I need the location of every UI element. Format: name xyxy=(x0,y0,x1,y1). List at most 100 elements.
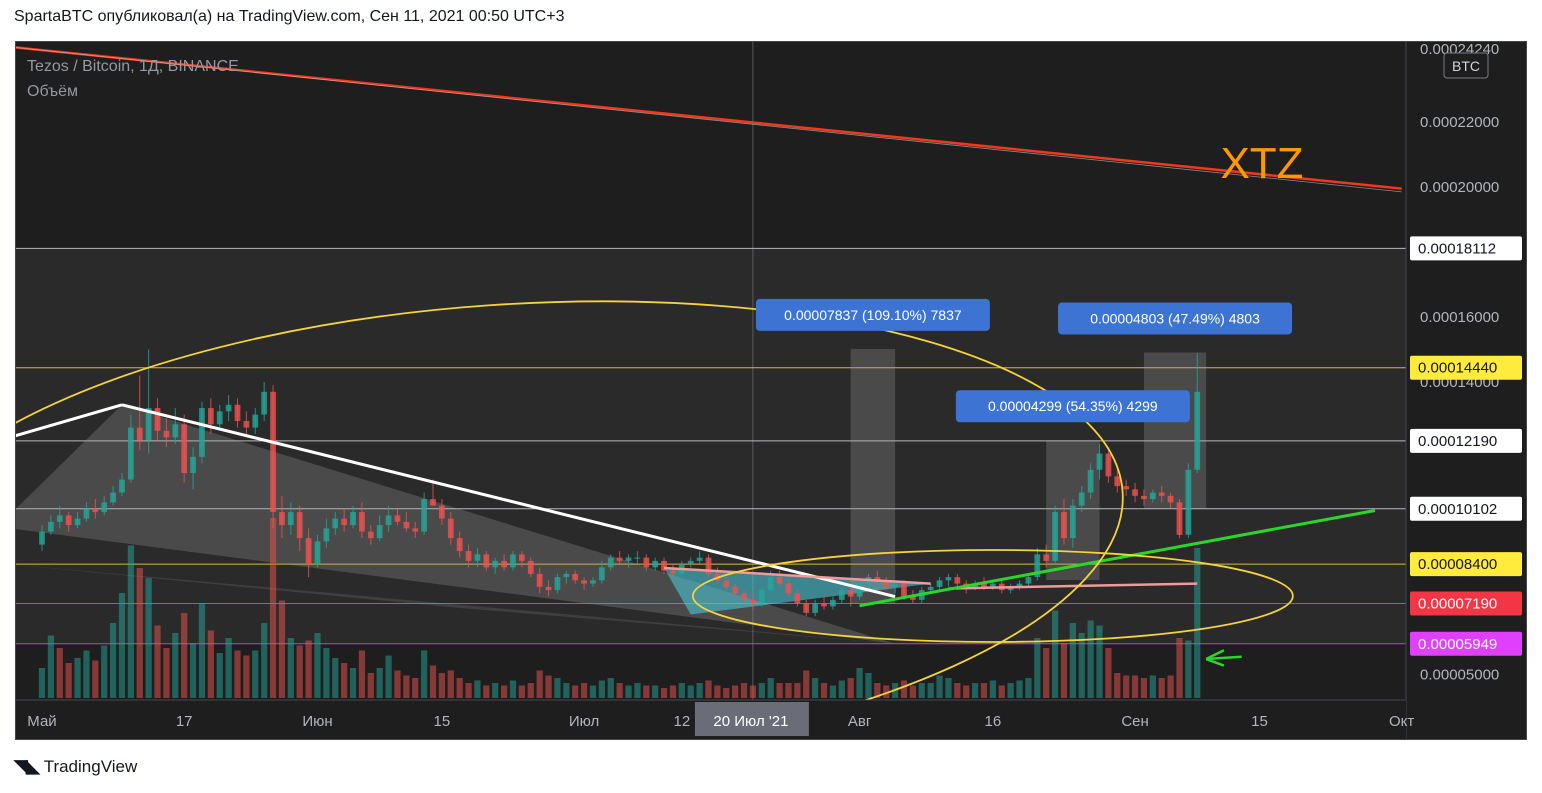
candle-body xyxy=(545,586,552,591)
price-level-badge xyxy=(1410,428,1522,453)
candle-body xyxy=(190,456,196,474)
volume-bar xyxy=(820,683,828,698)
volume-bar xyxy=(56,648,63,698)
volume-bar xyxy=(980,683,988,698)
volume-bar xyxy=(1194,548,1201,698)
candle-body xyxy=(945,577,952,581)
volume-bar xyxy=(732,685,739,698)
candle-body xyxy=(1141,495,1147,500)
crosshair-date-badge xyxy=(694,702,809,736)
candle-body xyxy=(199,408,205,457)
volume-bar xyxy=(243,655,250,698)
candle-body xyxy=(1185,469,1192,535)
candle-body xyxy=(652,560,659,568)
volume-bar xyxy=(198,603,206,698)
volume-bar xyxy=(963,685,970,698)
candle-body xyxy=(56,515,63,522)
candle-body xyxy=(376,525,383,539)
candle-body xyxy=(536,573,543,587)
volume-bar xyxy=(794,683,801,698)
volume-bar xyxy=(145,578,152,698)
volume-bar xyxy=(954,683,961,698)
volume-bar xyxy=(474,680,481,698)
volume-bar xyxy=(758,683,765,698)
price-axis-bg xyxy=(1406,42,1526,739)
candle-body xyxy=(661,560,667,571)
candle-body xyxy=(1096,453,1103,470)
volume-bar xyxy=(1123,675,1130,698)
volume-bar xyxy=(278,600,286,698)
volume-bar xyxy=(376,668,383,698)
volume-bar xyxy=(47,635,54,698)
volume-bar xyxy=(705,680,712,698)
candle-body xyxy=(367,531,374,539)
candle-body xyxy=(65,515,72,526)
measurement-label-bg xyxy=(955,390,1190,423)
volume-bar xyxy=(687,685,694,698)
currency-badge[interactable]: BTC xyxy=(1443,52,1489,79)
candle-body xyxy=(1069,505,1076,539)
candle-body xyxy=(474,554,481,561)
volume-bar xyxy=(163,648,170,698)
candle-body xyxy=(554,577,561,591)
candle-body xyxy=(563,573,570,578)
volume-bar xyxy=(998,685,1005,698)
chart-panel[interactable]: 0.00007837 (109.10%) 7837 0.00004299 (54.… xyxy=(15,41,1527,740)
volume-bar xyxy=(421,650,428,698)
candle-body xyxy=(1061,512,1067,539)
candle-body xyxy=(163,430,170,438)
red-resistance-line-thin xyxy=(16,47,1402,193)
candle-body xyxy=(910,596,916,600)
volume-bar xyxy=(776,683,783,698)
volume-bar xyxy=(394,670,401,698)
candle-body xyxy=(1158,492,1165,496)
price-level-badge xyxy=(1410,591,1522,616)
price-chart[interactable]: 0.00007837 (109.10%) 7837 0.00004299 (54.… xyxy=(16,42,1526,739)
green-support-line xyxy=(859,508,1376,608)
measurement-label-bg xyxy=(1058,302,1293,335)
volume-bar xyxy=(1043,648,1050,698)
candle-body xyxy=(954,577,961,584)
volume-bar xyxy=(678,683,685,698)
candle-body xyxy=(323,528,330,542)
price-level-badge-text: 0.00010102 xyxy=(1418,501,1497,518)
candle-body xyxy=(758,590,765,604)
candle-body xyxy=(634,557,641,559)
candle-body xyxy=(216,411,223,425)
candle-body xyxy=(838,590,845,600)
measurement-label-text: 0.00004299 (54.35%) 4299 xyxy=(988,398,1158,414)
time-tick-label: 15 xyxy=(434,713,451,730)
candle-body xyxy=(47,521,54,532)
time-tick-label: Окт xyxy=(1389,713,1414,730)
volume-bar xyxy=(634,683,641,698)
candle-body xyxy=(501,560,507,568)
candle-body xyxy=(421,499,428,532)
volume-bar xyxy=(918,683,925,698)
volume-bar xyxy=(429,665,437,698)
volume-bar xyxy=(767,678,774,698)
candle-body xyxy=(243,421,250,428)
currency-badge-label: BTC xyxy=(1452,58,1480,74)
volume-bar xyxy=(1060,643,1068,698)
candle-body xyxy=(696,557,703,561)
candle-body xyxy=(225,404,232,412)
candle-body xyxy=(590,580,596,584)
candle-body xyxy=(207,408,214,425)
price-level-badge-text: 0.00008400 xyxy=(1418,556,1497,573)
candle-body xyxy=(510,554,516,568)
candle-body xyxy=(305,538,312,565)
time-tick-label: Сен xyxy=(1121,713,1148,730)
ellipse-large xyxy=(16,300,1124,739)
candle-body xyxy=(883,580,890,587)
volume-bar xyxy=(856,668,863,698)
candle-body xyxy=(1078,492,1085,506)
candle-body xyxy=(252,414,259,428)
volume-bar xyxy=(1034,638,1041,698)
measurement-label: 0.00007837 (109.10%) 7837 xyxy=(755,298,990,331)
candle-body xyxy=(439,505,445,519)
volume-bar xyxy=(883,685,890,698)
candle-body xyxy=(847,590,854,597)
price-level-badge-text: 0.00007190 xyxy=(1418,595,1497,612)
ellipse-consolidation xyxy=(691,549,1294,643)
drawings-front xyxy=(16,46,1402,739)
